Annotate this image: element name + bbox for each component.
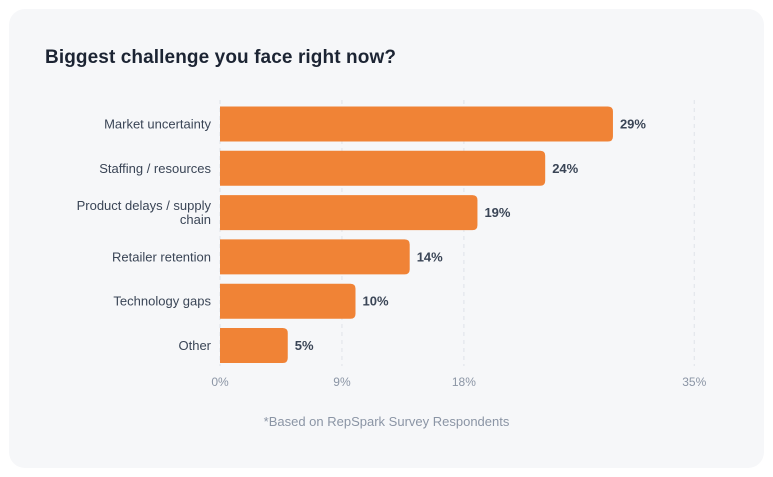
- data-label: 14%: [417, 249, 443, 264]
- footnote: *Based on RepSpark Survey Respondents: [263, 414, 510, 429]
- x-tick-label: 0%: [211, 375, 229, 389]
- bars: [220, 106, 613, 363]
- chart-card: [9, 9, 764, 468]
- category-label: Other: [178, 338, 211, 353]
- category-label: Market uncertainty: [104, 117, 211, 132]
- data-label: 10%: [363, 294, 389, 309]
- category-label: Staffing / resources: [99, 161, 211, 176]
- bar: [220, 106, 613, 142]
- chart-title: Biggest challenge you face right now?: [45, 47, 397, 68]
- category-label: Retailer retention: [112, 249, 211, 264]
- x-tick-label: 18%: [452, 375, 476, 389]
- data-label: 19%: [484, 205, 510, 220]
- x-tick-label: 35%: [682, 375, 706, 389]
- data-label: 24%: [552, 161, 578, 176]
- category-label: Technology gaps: [113, 294, 211, 309]
- bar: [220, 150, 546, 186]
- category-labels: Market uncertainty Staffing / resources Pr…: [77, 117, 212, 354]
- value-labels: 29% 24% 19% 14% 10% 5%: [295, 117, 647, 354]
- x-axis-ticks: 0% 9% 18% 35%: [211, 375, 706, 389]
- category-label: Product delays / supply chain: [77, 198, 212, 227]
- data-label: 5%: [295, 338, 314, 353]
- data-label: 29%: [620, 117, 646, 132]
- bar: [220, 195, 478, 231]
- bar: [220, 283, 356, 319]
- bar: [220, 239, 410, 275]
- x-tick-label: 9%: [333, 375, 351, 389]
- bar: [220, 328, 288, 363]
